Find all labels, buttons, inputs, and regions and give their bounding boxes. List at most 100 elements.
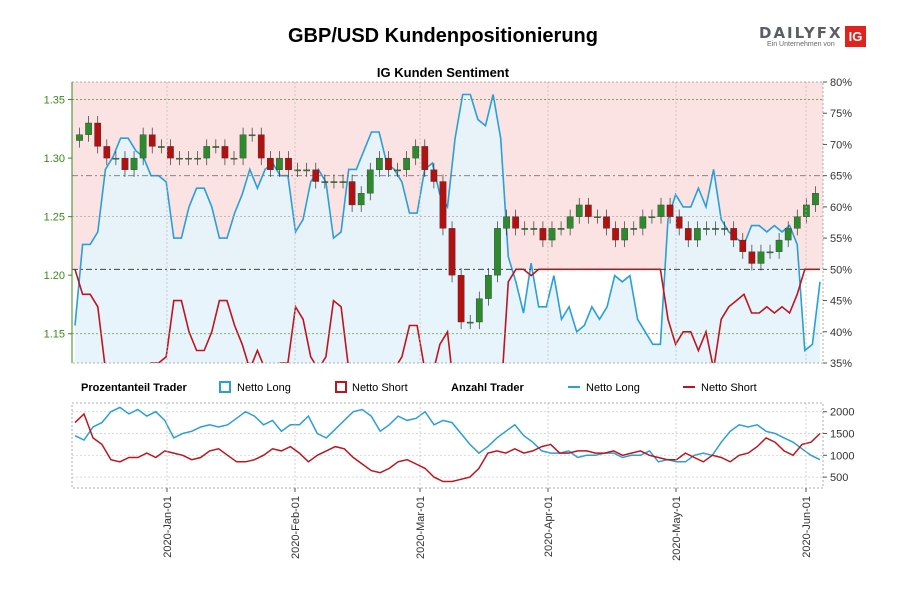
candle-body [276,157,283,170]
candle-body [630,228,638,230]
right-axis-tick-label: 60% [830,202,852,214]
legend-pct-heading: Prozentanteil Trader [81,382,187,394]
candle-body [503,216,510,229]
candle-body [239,134,247,159]
left-axis-tick-label: 1.25 [44,212,65,224]
dailyfx-logo: DAILYFX Ein Unternehmen von IG [755,24,870,52]
x-axis-tick-label: 2020-Mar-01 [415,496,427,559]
right-axis-tick-label: 70% [830,139,852,151]
right-axis-tick-label: 55% [830,233,852,245]
candle-body [521,228,529,230]
candle-body [112,157,120,160]
logo-subtitle: Ein Unternehmen von [767,41,835,48]
candle-body [230,157,238,160]
count-long-line [74,406,821,463]
right-axis-tick-label: 35% [830,358,852,370]
candle-body [684,228,692,241]
candle-body [512,216,519,229]
candle-body [312,169,320,182]
candle-body [148,134,156,147]
candle-body [784,228,792,241]
candle-body [121,157,129,170]
candle-body [248,134,256,137]
candle-body [793,216,801,229]
candle-body [485,275,492,299]
candle-body [94,122,102,147]
legend-count-heading: Anzahl Trader [451,382,524,394]
page-title: GBP/USD Kundenpositionierung [288,25,598,47]
legend-short-box [335,381,347,393]
x-axis-tick-label: 2020-Feb-01 [290,496,302,559]
candle-body [167,146,174,159]
candle-body [475,298,483,323]
candle-body [257,134,265,159]
count-axis-tick-label: 1000 [830,450,854,462]
candle-body [812,193,819,206]
candle-body [421,146,429,170]
candle-body [176,157,183,160]
x-axis-tick-label: 2020-Apr-01 [543,496,555,557]
candle-body [430,169,438,182]
candle-body [185,157,192,160]
candle-body [694,228,701,241]
candle-body [748,251,756,264]
right-axis-tick-label: 50% [830,264,852,276]
legend-row: Prozentanteil Trader Netto Long Netto Shor… [81,381,757,394]
candle-body [584,204,592,217]
left-axis-tick-label: 1.35 [44,95,65,107]
candle-body [130,157,138,170]
right-axis-tick-label: 40% [830,327,852,339]
candle-body [439,181,447,229]
candle-body [139,134,147,159]
trader-count-panel: 2000 1500 1000 500 [71,402,854,489]
right-axis-tick-label: 45% [830,296,852,308]
left-axis-tick-label: 1.15 [44,329,65,341]
candle-body [603,216,610,229]
x-axis-tick-label: 2020-May-01 [671,496,683,561]
legend-long-box [219,381,231,393]
candle-body [285,157,292,170]
candle-body [657,204,665,217]
candle-body [357,193,365,206]
x-axis-tick-label: 2020-Jun-01 [801,496,813,558]
netto-short-line [74,268,820,363]
candle-body [621,228,628,241]
candle-body [294,169,301,172]
candle-body [703,228,710,230]
candle-body [321,181,329,183]
legend-short-label: Netto Short [352,382,408,394]
candle-body [330,181,338,183]
candle-body [648,216,656,218]
candle-body [103,146,111,159]
candle-body [548,228,556,241]
candle-body [394,169,401,172]
candle-body [348,181,356,206]
candle-body [376,157,383,170]
candle-body [557,228,565,230]
candle-body [457,275,465,323]
logo-word: DAILYFX [759,24,843,42]
candle-body [666,204,674,217]
candle-body [775,239,783,252]
candle-body [194,157,201,160]
candle-body [76,134,83,141]
candle-body [575,204,583,217]
legend-count-short-label: Netto Short [701,382,757,394]
ig-logo-icon: IG [845,26,866,47]
candle-body [539,228,547,241]
candle-body [221,146,229,159]
candle-body [566,216,574,229]
candle-body [157,146,165,148]
candle-body [212,146,220,148]
count-short-line [74,412,821,483]
candle-body [721,228,728,230]
netto-long-line [74,93,821,353]
candle-body [303,169,311,172]
candle-body [203,146,211,159]
candle-body [412,146,420,159]
candle-body [730,228,738,241]
legend-long-label: Netto Long [237,382,291,394]
candle-body [366,169,374,194]
candle-body [712,228,719,230]
right-axis-tick-label: 80% [830,77,852,89]
